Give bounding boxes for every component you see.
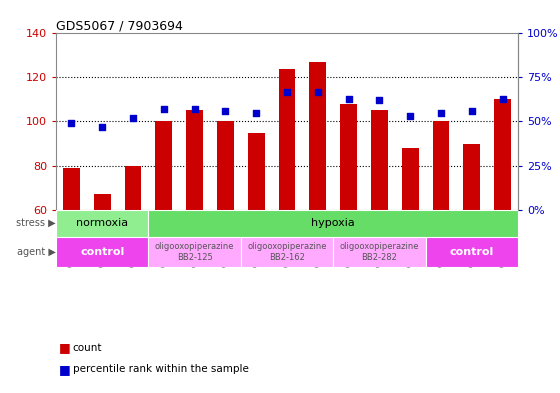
Point — [252, 110, 261, 116]
Bar — [340, 104, 357, 209]
Point — [190, 106, 199, 112]
Point — [282, 88, 291, 95]
Bar — [402, 148, 419, 209]
Point — [97, 124, 106, 130]
Point — [375, 97, 384, 103]
Point — [498, 95, 507, 102]
Bar — [217, 121, 234, 209]
Point — [437, 110, 446, 116]
Point — [67, 120, 76, 127]
Bar — [432, 121, 450, 209]
Point — [160, 106, 169, 112]
Bar — [94, 194, 111, 209]
Bar — [494, 99, 511, 209]
Text: oligooxopiperazine
BB2-125: oligooxopiperazine BB2-125 — [155, 242, 234, 262]
Text: oligooxopiperazine
BB2-282: oligooxopiperazine BB2-282 — [340, 242, 419, 262]
Bar — [463, 143, 480, 209]
Bar — [56, 237, 148, 267]
Bar — [148, 237, 241, 267]
Point — [221, 108, 230, 114]
Text: oligooxopiperazine
BB2-162: oligooxopiperazine BB2-162 — [248, 242, 326, 262]
Bar — [148, 209, 518, 237]
Point — [468, 108, 477, 114]
Text: percentile rank within the sample: percentile rank within the sample — [73, 364, 249, 375]
Bar — [186, 110, 203, 209]
Text: control: control — [450, 247, 494, 257]
Bar — [63, 168, 80, 209]
Text: hypoxia: hypoxia — [311, 218, 355, 228]
Bar — [56, 209, 148, 237]
Bar — [248, 132, 265, 209]
Bar — [241, 237, 333, 267]
Bar — [309, 62, 326, 209]
Bar — [371, 110, 388, 209]
Bar — [426, 237, 518, 267]
Point — [405, 113, 414, 119]
Text: control: control — [80, 247, 124, 257]
Point — [128, 115, 138, 121]
Bar — [333, 237, 426, 267]
Text: normoxia: normoxia — [76, 218, 128, 228]
Text: ■: ■ — [59, 341, 71, 354]
Text: agent ▶: agent ▶ — [17, 247, 56, 257]
Text: GDS5067 / 7903694: GDS5067 / 7903694 — [56, 19, 183, 32]
Bar — [155, 121, 172, 209]
Point — [314, 88, 323, 95]
Text: stress ▶: stress ▶ — [16, 218, 56, 228]
Bar — [278, 69, 296, 209]
Text: ■: ■ — [59, 363, 71, 376]
Bar — [124, 165, 142, 209]
Point — [344, 95, 353, 102]
Text: count: count — [73, 343, 102, 353]
